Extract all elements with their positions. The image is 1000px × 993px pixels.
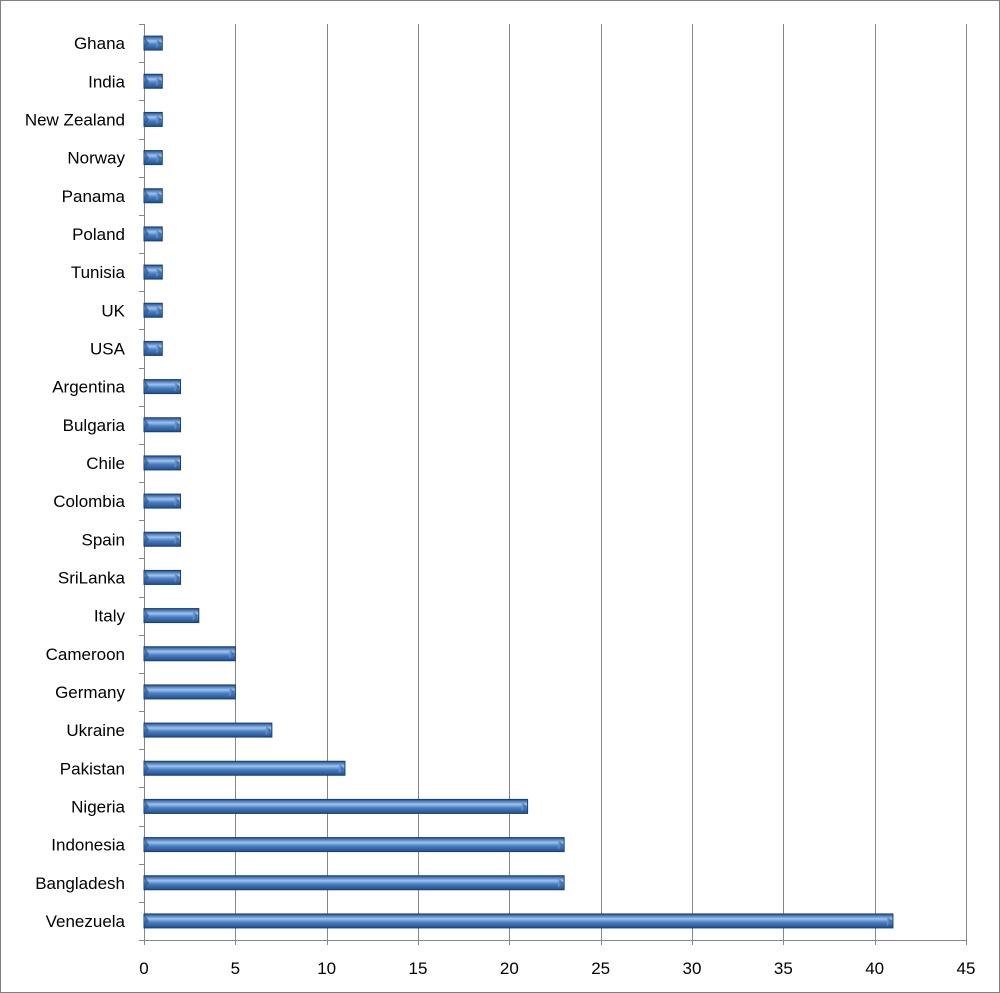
category-label: Argentina xyxy=(52,378,125,397)
bar xyxy=(143,722,273,738)
x-tick-label: 0 xyxy=(139,959,148,978)
x-tick-label: 25 xyxy=(591,959,610,978)
bar xyxy=(143,188,163,204)
category-label: Italy xyxy=(94,607,126,626)
category-label: Venezuela xyxy=(46,912,126,931)
x-tick-label: 5 xyxy=(231,959,240,978)
category-label: Nigeria xyxy=(71,797,125,816)
bar xyxy=(143,35,163,51)
category-label: India xyxy=(88,72,125,91)
category-label: Chile xyxy=(86,454,125,473)
x-tick-label: 45 xyxy=(957,959,976,978)
x-tick-label: 10 xyxy=(317,959,336,978)
category-label: Norway xyxy=(67,149,125,168)
category-label: UK xyxy=(101,301,125,320)
category-label: Bangladesh xyxy=(35,874,125,893)
x-tick-label: 15 xyxy=(409,959,428,978)
category-label: USA xyxy=(90,339,126,358)
bar xyxy=(143,837,565,853)
category-label: Ghana xyxy=(74,34,126,53)
category-label: SriLanka xyxy=(58,568,126,587)
x-tick-label: 20 xyxy=(500,959,519,978)
bar xyxy=(143,646,236,662)
bar xyxy=(143,608,200,624)
bar xyxy=(143,73,163,89)
bar xyxy=(143,302,163,318)
x-tick-labels: 0 5 10 15 20 25 30 35 40 45 xyxy=(139,959,975,978)
axes xyxy=(139,24,967,945)
gridlines xyxy=(235,24,967,940)
category-label: Tunisia xyxy=(71,263,126,282)
category-label: Pakistan xyxy=(60,759,125,778)
x-tick-label: 30 xyxy=(683,959,702,978)
category-label: Bulgaria xyxy=(63,416,126,435)
bar xyxy=(143,913,894,929)
bars xyxy=(143,35,894,929)
bar xyxy=(143,340,163,356)
bar xyxy=(143,417,182,433)
x-tick-label: 35 xyxy=(774,959,793,978)
category-label: Colombia xyxy=(53,492,125,511)
bar xyxy=(143,264,163,280)
category-label: New Zealand xyxy=(25,110,125,129)
bar xyxy=(143,569,182,585)
bar xyxy=(143,455,182,471)
bar xyxy=(143,531,182,547)
bar xyxy=(143,226,163,242)
bar xyxy=(143,493,182,509)
category-label: Ukraine xyxy=(66,721,125,740)
bar xyxy=(143,150,163,166)
bar xyxy=(143,684,236,700)
bar xyxy=(143,875,565,891)
category-label: Panama xyxy=(62,187,126,206)
category-label: Indonesia xyxy=(51,836,125,855)
bar xyxy=(143,798,529,814)
category-label: Poland xyxy=(72,225,125,244)
x-tick-label: 40 xyxy=(865,959,884,978)
bar xyxy=(143,760,346,776)
category-labels: Ghana India New Zealand Norway Panama Poland T… xyxy=(25,34,126,931)
bar xyxy=(143,111,163,127)
bar xyxy=(143,379,182,395)
category-label: Germany xyxy=(55,683,125,702)
category-label: Cameroon xyxy=(46,645,125,664)
category-label: Spain xyxy=(82,530,125,549)
